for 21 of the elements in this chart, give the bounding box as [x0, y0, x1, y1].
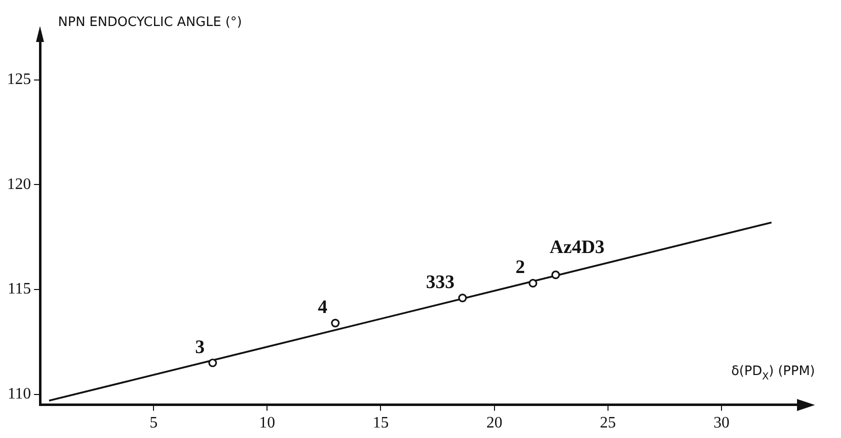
annotation: 3	[195, 336, 205, 358]
x-tick-label: 10	[259, 414, 276, 432]
annotation: 2	[515, 257, 525, 278]
point	[208, 358, 217, 368]
point	[551, 270, 560, 280]
annotation: 4	[318, 297, 328, 318]
x-tick-label: 25	[600, 414, 616, 432]
point	[528, 278, 538, 288]
annotation: 333	[426, 272, 455, 293]
y-tick-label: 120	[7, 176, 31, 193]
y-tick-label: 110	[8, 386, 31, 403]
y-tick-label: 125	[7, 71, 31, 88]
x-tick-label: 5	[150, 414, 158, 432]
x-tick-label: 15	[372, 414, 389, 432]
y-tick-label: 115	[8, 280, 31, 298]
annotation: Az4D3	[550, 236, 605, 258]
x-tick-label: 30	[713, 414, 730, 432]
point	[331, 318, 340, 328]
y-axis-title: NPN ENDOCYCLIC ANGLE (°)	[58, 15, 242, 30]
x-tick-label: 20	[486, 414, 502, 432]
point	[458, 294, 467, 302]
